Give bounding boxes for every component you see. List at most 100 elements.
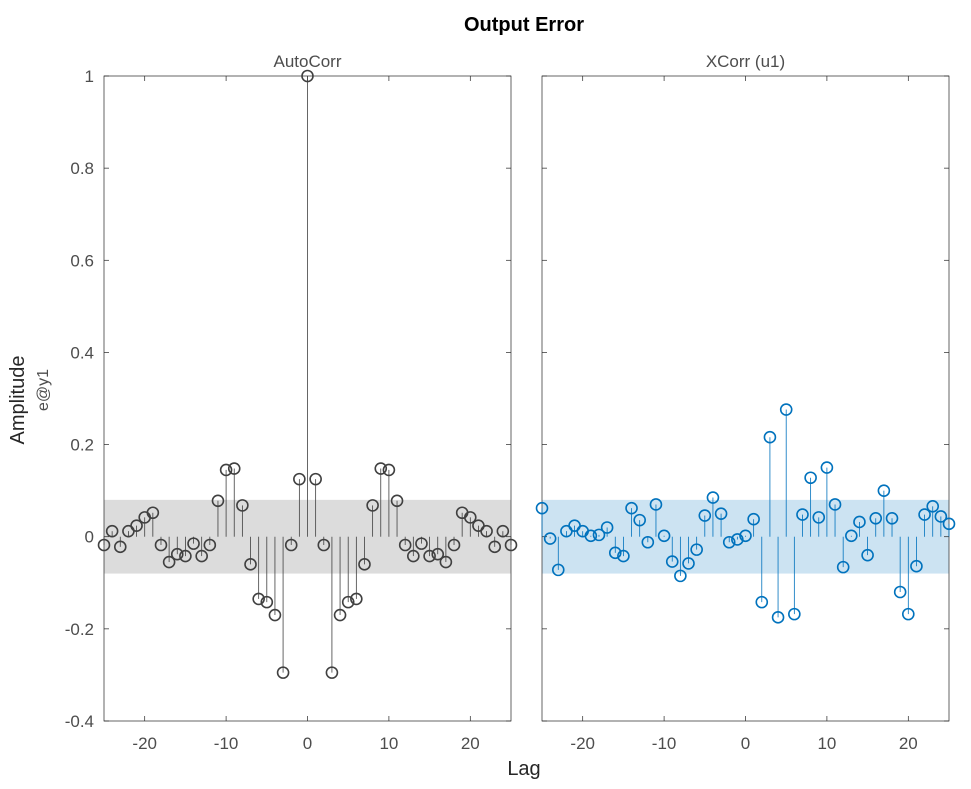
autocorr-stem-marker — [268, 608, 282, 622]
autocorr-stem-marker — [252, 592, 265, 606]
autocorr-x-tick-label: 10 — [379, 734, 398, 753]
xcorr-stem-marker — [942, 517, 956, 531]
autocorr-stem-marker — [496, 524, 510, 538]
autocorr-stem-marker — [113, 540, 127, 554]
autocorr-stem-marker — [260, 595, 274, 609]
autocorr-stem-marker — [366, 499, 379, 512]
xcorr-stem-marker — [755, 595, 769, 609]
autocorr-x-tick-label: -10 — [214, 734, 239, 753]
xcorr-x-tick-label: -10 — [652, 734, 677, 753]
xcorr-stem-marker — [828, 498, 842, 511]
autocorr-stem-marker — [203, 538, 217, 552]
autocorr-x-tick-label: 0 — [303, 734, 312, 753]
xcorr-stem-marker — [665, 555, 679, 568]
autocorr-stem-marker — [341, 595, 355, 609]
autocorr-stem-marker — [179, 549, 192, 563]
xcorr-stem-marker — [820, 461, 834, 474]
xcorr-x-tick-label: 10 — [817, 734, 836, 753]
xcorr-stem-marker — [617, 549, 630, 563]
autocorr-stem-marker — [170, 547, 184, 561]
xcorr-stem-marker — [845, 529, 858, 543]
autocorr-stem-marker — [488, 540, 502, 554]
autocorr-stem-marker — [439, 555, 453, 569]
autocorr-stem-marker — [211, 494, 225, 508]
autocorr-stem-marker — [398, 538, 412, 552]
autocorr-stem-marker — [301, 69, 314, 83]
autocorr-stem-marker — [423, 549, 436, 563]
xcorr-stem-marker — [690, 543, 703, 556]
xcorr-stem-marker — [551, 563, 565, 577]
autocorr-panel: AutoCorr -20 -10 0 10 20 -0.4 -0.2 0 0.2 0.4 0.6 0.8… — [65, 52, 518, 753]
xcorr-stem-marker — [641, 535, 655, 549]
xcorr-x-tick-label: 20 — [899, 734, 918, 753]
autocorr-y-tick-label: 0.6 — [70, 251, 94, 270]
xcorr-stem-marker — [674, 569, 687, 583]
xcorr-stem-marker — [885, 511, 899, 525]
autocorr-panel-title: AutoCorr — [273, 52, 341, 71]
xcorr-stem-marker — [714, 507, 728, 520]
autocorr-x-tick-label: -20 — [132, 734, 157, 753]
autocorr-stem-marker — [97, 538, 111, 552]
xcorr-panel: XCorr (u1) -20 -10 0 10 20 — [535, 52, 956, 753]
autocorr-y-tick-label: -0.4 — [65, 712, 94, 731]
autocorr-stem-marker — [325, 666, 339, 679]
autocorr-stem-marker — [276, 666, 290, 679]
xcorr-stem-marker — [535, 501, 549, 515]
xcorr-stem-marker — [893, 585, 907, 599]
xcorr-stem-marker — [633, 513, 646, 527]
autocorr-stem-marker — [374, 462, 388, 475]
xcorr-stem-marker — [869, 511, 883, 525]
xcorr-stem-marker — [788, 607, 801, 621]
autocorr-stem-marker — [333, 608, 347, 622]
autocorr-stem-marker — [350, 592, 363, 606]
xcorr-stem-marker — [600, 521, 614, 534]
xcorr-stem-marker — [910, 559, 923, 573]
autocorr-stem-marker — [236, 499, 249, 512]
xcorr-stem-marker — [625, 501, 638, 515]
autocorr-stem-marker — [504, 538, 518, 552]
autocorr-stem-marker — [187, 537, 200, 550]
autocorr-stem-marker — [195, 549, 208, 563]
autocorr-stem-marker — [463, 511, 477, 524]
xcorr-stem-marker — [739, 529, 752, 543]
xcorr-stem-marker — [771, 611, 785, 624]
xcorr-stem-marker — [706, 491, 720, 504]
autocorr-stem-marker — [244, 558, 257, 571]
autocorr-stem-marker — [407, 549, 420, 563]
xcorr-stem-marker — [836, 560, 850, 574]
autocorr-stem-marker — [293, 472, 306, 486]
xcorr-stem-marker — [657, 529, 671, 543]
xcorr-stem-marker — [934, 510, 948, 523]
y-axis-label: Amplitude — [7, 356, 29, 445]
xcorr-stem-marker — [698, 509, 712, 522]
xcorr-x-tick-label: 0 — [741, 734, 750, 753]
x-axis-label: Lag — [507, 758, 540, 780]
autocorr-stem-marker — [390, 494, 404, 508]
autocorr-y-tick-label: 0.2 — [70, 436, 94, 455]
xcorr-stem-marker — [877, 484, 891, 497]
xcorr-stem-marker — [584, 529, 598, 543]
autocorr-stem-marker — [146, 506, 160, 520]
xcorr-stem-marker — [812, 511, 826, 524]
xcorr-stem-marker — [731, 533, 744, 546]
autocorr-x-tick-label: 20 — [461, 734, 480, 753]
xcorr-stem-marker — [608, 546, 622, 560]
y-axis-sublabel: e@y1 — [35, 369, 52, 411]
y-axis-label-group: Amplitude e@y1 — [7, 356, 52, 445]
autocorr-stem-marker — [431, 547, 445, 561]
autocorr-y-tick-label: 1 — [85, 67, 94, 86]
autocorr-stem-marker — [219, 463, 233, 477]
xcorr-stem-marker — [747, 512, 760, 526]
autocorr-stem-marker — [480, 524, 493, 538]
autocorr-stem-marker — [382, 463, 396, 477]
xcorr-stem-marker — [592, 528, 606, 542]
autocorr-stem-marker — [154, 538, 168, 552]
xcorr-stem-marker — [853, 515, 866, 529]
autocorr-stem-marker — [317, 538, 331, 552]
xcorr-stem-marker — [804, 471, 817, 485]
autocorr-stem-marker — [162, 555, 176, 569]
xcorr-stem-marker — [682, 557, 695, 570]
autocorr-stem-marker — [284, 538, 298, 552]
autocorr-y-tick-label: 0.4 — [70, 343, 94, 362]
